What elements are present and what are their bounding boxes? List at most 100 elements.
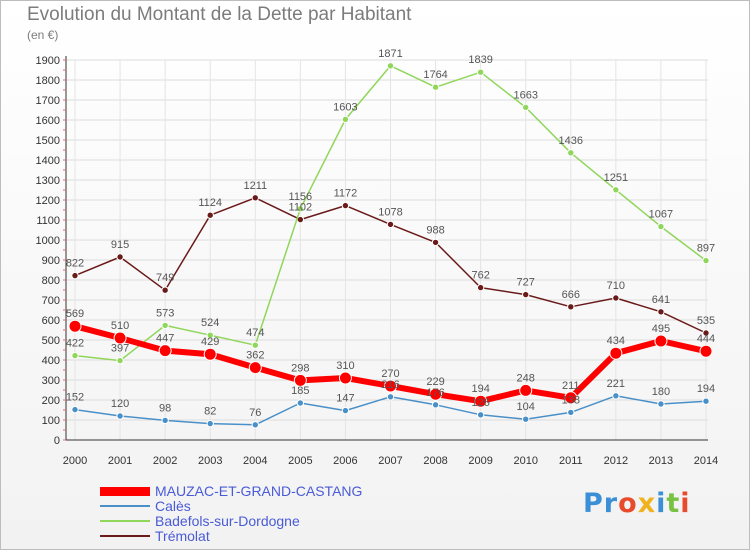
data-point-badefols-sur-dordogne bbox=[431, 83, 440, 91]
data-point-tr-molat bbox=[431, 238, 440, 247]
data-label: 727 bbox=[517, 277, 535, 289]
line-chart: 0 100 200 300 400 500 600 700 800 900 1000 1100 1200… bbox=[36, 48, 719, 467]
data-point-cal-s bbox=[567, 408, 575, 417]
data-label: 666 bbox=[562, 289, 580, 301]
data-point-cal-s bbox=[386, 393, 395, 401]
data-label: 194 bbox=[471, 383, 489, 395]
x-tick-label: 2006 bbox=[333, 455, 357, 467]
data-point-mauzac-et-grand-castang bbox=[429, 387, 443, 401]
legend-swatch bbox=[100, 535, 150, 537]
data-point-cal-s bbox=[206, 419, 214, 428]
data-label: 221 bbox=[607, 378, 625, 390]
data-label: 82 bbox=[204, 406, 216, 418]
x-tick-label: 2003 bbox=[198, 455, 222, 467]
data-point-mauzac-et-grand-castang bbox=[68, 319, 82, 333]
data-point-tr-molat bbox=[161, 286, 169, 294]
legend-label: MAUZAC-ET-GRAND-CASTANG bbox=[155, 483, 363, 499]
data-label: 1251 bbox=[604, 172, 628, 184]
data-point-badefols-sur-dordogne bbox=[522, 103, 530, 112]
data-point-tr-molat bbox=[612, 294, 620, 302]
data-point-tr-molat bbox=[476, 283, 485, 292]
data-point-cal-s bbox=[702, 397, 710, 405]
data-label: 1102 bbox=[289, 202, 313, 214]
data-label: 152 bbox=[66, 392, 84, 404]
data-point-tr-molat bbox=[116, 253, 124, 261]
data-label: 422 bbox=[66, 338, 84, 350]
x-tick-label: 2005 bbox=[288, 455, 312, 467]
data-label: 524 bbox=[201, 317, 219, 329]
y-tick-label: 1000 bbox=[36, 235, 60, 247]
legend-label: Calès bbox=[155, 498, 191, 514]
data-point-badefols-sur-dordogne bbox=[161, 321, 169, 330]
data-point-badefols-sur-dordogne bbox=[341, 115, 350, 124]
y-tick-label: 1900 bbox=[36, 55, 60, 67]
y-tick-label: 900 bbox=[42, 255, 60, 267]
y-tick-label: 600 bbox=[42, 315, 60, 327]
data-label: 194 bbox=[697, 383, 715, 395]
data-label: 1078 bbox=[378, 206, 402, 218]
data-point-mauzac-et-grand-castang bbox=[158, 344, 172, 358]
data-point-mauzac-et-grand-castang bbox=[699, 344, 713, 358]
data-label: 362 bbox=[246, 350, 264, 362]
x-tick-label: 2000 bbox=[63, 455, 87, 467]
x-tick-label: 2002 bbox=[153, 455, 177, 467]
legend-swatch bbox=[100, 505, 150, 507]
y-tick-label: 1700 bbox=[36, 95, 60, 107]
data-label: 1124 bbox=[198, 197, 222, 209]
data-label: 535 bbox=[697, 315, 715, 327]
data-label: 1436 bbox=[559, 135, 583, 147]
data-label: 147 bbox=[336, 393, 354, 405]
data-label: 1172 bbox=[334, 188, 358, 200]
legend-label: Badefols-sur-Dordogne bbox=[155, 513, 300, 529]
data-label: 447 bbox=[156, 333, 174, 345]
y-tick-label: 1100 bbox=[36, 215, 60, 227]
chart-title: Evolution du Montant de la Dette par Hab… bbox=[27, 4, 412, 25]
data-label: 822 bbox=[66, 258, 84, 270]
data-label: 1211 bbox=[243, 180, 267, 192]
data-label: 76 bbox=[249, 407, 261, 419]
y-tick-label: 1600 bbox=[36, 115, 60, 127]
data-label: 216 bbox=[381, 379, 399, 391]
y-tick-label: 300 bbox=[42, 375, 60, 387]
data-label: 1603 bbox=[333, 101, 357, 113]
y-tick-label: 400 bbox=[42, 355, 60, 367]
data-point-cal-s bbox=[161, 416, 169, 425]
data-label: 434 bbox=[607, 335, 625, 347]
data-point-cal-s bbox=[296, 399, 305, 407]
y-tick-label: 1200 bbox=[36, 195, 60, 207]
data-point-cal-s bbox=[657, 400, 665, 408]
data-label: 1156 bbox=[289, 191, 313, 203]
data-point-cal-s bbox=[116, 412, 124, 420]
data-point-badefols-sur-dordogne bbox=[116, 356, 124, 365]
data-label: 495 bbox=[652, 323, 670, 335]
data-point-badefols-sur-dordogne bbox=[206, 331, 214, 339]
data-label: 126 bbox=[471, 397, 489, 409]
data-label: 710 bbox=[607, 280, 625, 292]
data-point-tr-molat bbox=[251, 194, 259, 202]
y-tick-label: 200 bbox=[42, 395, 60, 407]
data-label: 1764 bbox=[423, 69, 447, 81]
data-point-badefols-sur-dordogne bbox=[296, 205, 305, 213]
data-label: 749 bbox=[156, 272, 174, 284]
data-point-mauzac-et-grand-castang bbox=[248, 361, 262, 375]
data-point-tr-molat bbox=[206, 211, 214, 219]
data-label: 762 bbox=[471, 270, 489, 282]
data-label: 120 bbox=[111, 398, 129, 410]
data-point-badefols-sur-dordogne bbox=[612, 186, 620, 194]
data-label: 104 bbox=[517, 401, 535, 413]
data-label: 569 bbox=[66, 308, 84, 320]
data-label: 1839 bbox=[468, 54, 492, 66]
x-tick-label: 2007 bbox=[378, 455, 402, 467]
data-point-badefols-sur-dordogne bbox=[657, 222, 665, 231]
data-label: 270 bbox=[381, 368, 399, 380]
data-point-tr-molat bbox=[71, 271, 79, 280]
y-tick-label: 1300 bbox=[36, 175, 60, 187]
legend-label: Trémolat bbox=[155, 528, 210, 544]
data-point-cal-s bbox=[476, 411, 485, 419]
data-point-cal-s bbox=[612, 392, 620, 400]
x-tick-label: 2013 bbox=[649, 455, 673, 467]
data-label: 641 bbox=[652, 294, 670, 306]
y-tick-label: 1400 bbox=[36, 155, 60, 167]
data-label: 138 bbox=[562, 394, 580, 406]
x-tick-label: 2012 bbox=[604, 455, 628, 467]
